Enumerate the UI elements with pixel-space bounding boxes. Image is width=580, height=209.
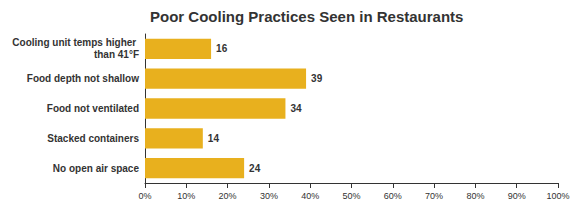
svg-text:20%: 20% — [219, 191, 237, 201]
svg-text:Food not ventilated: Food not ventilated — [47, 103, 139, 114]
svg-text:80%: 80% — [466, 191, 484, 201]
svg-text:90%: 90% — [508, 191, 526, 201]
svg-text:No open air space: No open air space — [53, 163, 140, 174]
svg-text:0%: 0% — [138, 191, 151, 201]
svg-text:24: 24 — [249, 163, 261, 174]
svg-text:Poor Cooling Practices Seen in: Poor Cooling Practices Seen in Restauran… — [150, 8, 463, 25]
svg-text:39: 39 — [311, 73, 323, 84]
svg-text:100%: 100% — [546, 191, 569, 201]
svg-text:60%: 60% — [384, 191, 402, 201]
svg-text:Cooling unit temps higher: Cooling unit temps higher — [12, 37, 139, 48]
svg-text:50%: 50% — [342, 191, 360, 201]
svg-text:10%: 10% — [177, 191, 195, 201]
svg-text:34: 34 — [290, 103, 302, 114]
svg-text:14: 14 — [208, 133, 220, 144]
svg-text:Food depth not shallow: Food depth not shallow — [27, 73, 139, 84]
svg-text:30%: 30% — [260, 191, 278, 201]
svg-text:Stacked containers: Stacked containers — [47, 133, 139, 144]
svg-text:than 41°F: than 41°F — [94, 49, 139, 60]
svg-text:40%: 40% — [301, 191, 319, 201]
svg-text:16: 16 — [216, 43, 228, 54]
svg-text:70%: 70% — [425, 191, 443, 201]
